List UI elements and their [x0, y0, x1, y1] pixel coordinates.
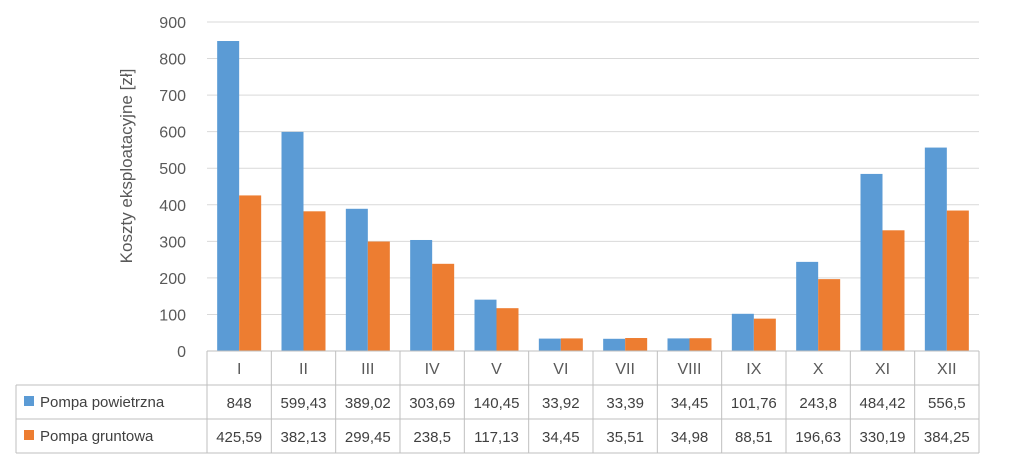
bar-pompa-powietrzna — [474, 299, 497, 351]
bar-pompa-powietrzna — [667, 338, 690, 351]
bars — [217, 41, 969, 352]
data-label: 35,51 — [606, 429, 644, 446]
bar-pompa-powietrzna — [731, 313, 754, 351]
data-label: 196,63 — [795, 429, 841, 446]
data-label: 238,5 — [413, 429, 451, 446]
data-label: 303,69 — [409, 395, 455, 412]
bar-pompa-powietrzna — [860, 173, 883, 351]
bar-pompa-gruntowa — [239, 195, 262, 351]
y-tick-label: 300 — [159, 234, 186, 251]
x-tick-label: XI — [875, 361, 890, 378]
legend-label: Pompa gruntowa — [40, 428, 154, 445]
bar-pompa-powietrzna — [924, 147, 947, 351]
bar-pompa-gruntowa — [625, 338, 648, 351]
data-label: 117,13 — [474, 429, 519, 446]
data-label: 243,8 — [799, 395, 837, 412]
x-tick-label: III — [361, 361, 374, 378]
y-tick-label: 100 — [159, 307, 186, 324]
data-label: 484,42 — [860, 395, 906, 412]
y-tick-label: 0 — [177, 344, 186, 361]
data-label: 425,59 — [216, 429, 262, 446]
x-tick-label: II — [299, 361, 308, 378]
bar-pompa-gruntowa — [432, 263, 455, 351]
x-tick-label: VII — [615, 361, 635, 378]
y-tick-label: 700 — [159, 88, 186, 105]
data-label: 299,45 — [345, 429, 391, 446]
data-label: 33,39 — [606, 395, 644, 412]
data-label: 34,45 — [671, 395, 709, 412]
x-tick-label: IV — [425, 361, 440, 378]
bar-pompa-gruntowa — [753, 318, 776, 351]
y-axis-label: Koszty eksploatacyjne [zł] — [117, 69, 136, 264]
x-tick-label: V — [491, 361, 502, 378]
bar-pompa-gruntowa — [367, 241, 390, 351]
data-label: 140,45 — [474, 395, 520, 412]
y-tick-label: 900 — [159, 15, 186, 32]
x-tick-label: XII — [937, 361, 957, 378]
x-tick-label: VIII — [677, 361, 701, 378]
data-label: 382,13 — [281, 429, 327, 446]
x-tick-label: X — [813, 361, 824, 378]
gridlines — [207, 21, 979, 315]
bar-pompa-powietrzna — [538, 338, 561, 351]
bar-pompa-gruntowa — [882, 230, 905, 351]
x-tick-label: VI — [553, 361, 568, 378]
data-label: 101,76 — [731, 395, 777, 412]
bar-pompa-powietrzna — [281, 131, 304, 351]
bar-pompa-powietrzna — [603, 338, 626, 351]
data-label: 34,45 — [542, 429, 580, 446]
data-label: 556,5 — [928, 395, 966, 412]
y-axis-ticks: 0 100 200 300 400 500 600 700 800 900 — [159, 15, 186, 361]
bar-pompa-gruntowa — [560, 338, 583, 351]
bar-pompa-gruntowa — [303, 211, 326, 351]
bar-pompa-gruntowa — [496, 308, 519, 351]
y-tick-label: 600 — [159, 125, 186, 142]
x-tick-label: IX — [746, 361, 761, 378]
legend-label: Pompa powietrzna — [40, 394, 165, 411]
bar-pompa-powietrzna — [345, 208, 368, 351]
bar-pompa-gruntowa — [946, 210, 969, 351]
y-tick-label: 400 — [159, 198, 186, 215]
bar-pompa-powietrzna — [410, 239, 433, 351]
data-label: 848 — [227, 395, 252, 412]
legend-swatch — [24, 430, 34, 440]
bar-pompa-powietrzna — [217, 41, 240, 352]
bar-pompa-gruntowa — [689, 338, 712, 351]
legend-swatch — [24, 396, 34, 406]
data-label: 88,51 — [735, 429, 773, 446]
data-label: 599,43 — [281, 395, 327, 412]
y-tick-label: 500 — [159, 161, 186, 178]
y-tick-label: 800 — [159, 52, 186, 69]
bar-pompa-gruntowa — [818, 279, 841, 351]
data-label: 384,25 — [924, 429, 970, 446]
bar-pompa-powietrzna — [796, 261, 819, 351]
data-label: 33,92 — [542, 395, 580, 412]
data-label: 34,98 — [671, 429, 709, 446]
data-label: 389,02 — [345, 395, 391, 412]
data-label: 330,19 — [860, 429, 906, 446]
y-tick-label: 200 — [159, 271, 186, 288]
x-tick-label: I — [237, 361, 241, 378]
